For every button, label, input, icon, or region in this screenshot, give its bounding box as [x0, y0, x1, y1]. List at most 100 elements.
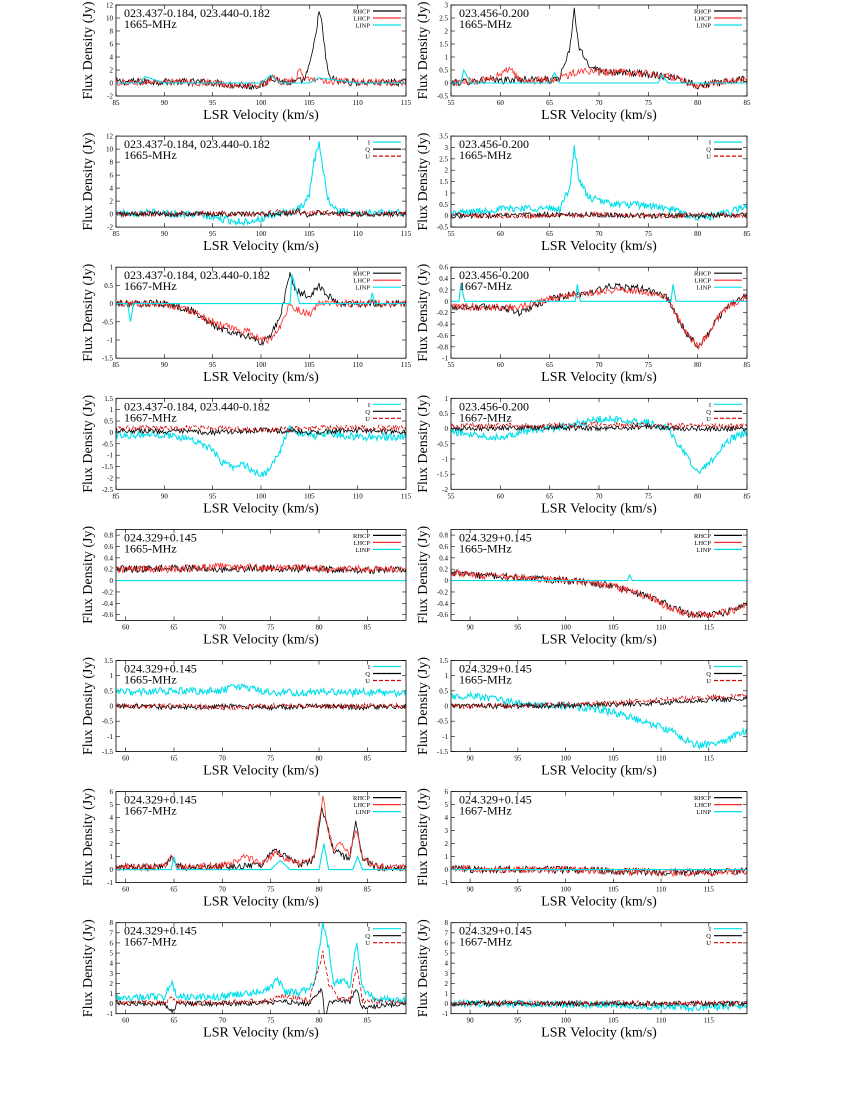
y-tick-label: 3 [110, 970, 114, 978]
source-label: 024.329+0.145 [124, 662, 197, 676]
x-tick-label: 90 [161, 230, 169, 238]
series-LINP [116, 843, 406, 871]
y-axis-label: Flux Density (Jy) [81, 919, 96, 1017]
traces [116, 562, 406, 582]
series-RHCP [451, 282, 747, 349]
frequency-label: 1665-MHz [459, 17, 512, 31]
x-tick-label: 100 [560, 755, 571, 763]
x-axis-label: LSR Velocity (km/s) [541, 108, 657, 123]
panel-15: -1 0 1 2 3 4 5 6 7 8 60 65 70 75 80 85 LSR Velocity (km/… [81, 919, 407, 1041]
y-tick-label: -1 [107, 879, 113, 887]
plot-frame [450, 660, 748, 752]
legend-label: I [709, 926, 711, 933]
y-tick-label: 6 [445, 788, 449, 796]
y-tick-label: 0.5 [439, 687, 448, 695]
series-LINP [116, 274, 406, 322]
x-tick-label: 115 [401, 361, 412, 369]
x-tick-label: 95 [514, 623, 522, 631]
x-tick-label: 115 [704, 1017, 715, 1025]
x-tick-label: 110 [656, 623, 667, 631]
y-tick-label: 0.4 [104, 554, 113, 562]
series-I [116, 922, 406, 1006]
y-tick-label: 0 [445, 212, 449, 220]
y-tick-label: 0 [110, 703, 114, 711]
y-tick-label: 5 [110, 801, 114, 809]
y-tick-label: 8 [110, 159, 114, 167]
y-tick-label: 2 [110, 67, 114, 75]
legend-label: Q [365, 671, 370, 678]
x-tick-label: 60 [497, 230, 505, 238]
y-tick-label: -1.5 [437, 748, 449, 756]
series-LHCP [116, 795, 406, 872]
panel-9: -0.6 -0.4 -0.2 0 0.2 0.4 0.6 0.8 60 65 70 75 80 85 LSR… [81, 526, 407, 647]
plot-frame [450, 4, 748, 97]
y-tick-label: 2 [110, 980, 114, 988]
series-LHCP [451, 66, 747, 91]
frequency-label: 1665-MHz [124, 673, 177, 687]
frequency-label: 1667-MHz [124, 935, 177, 949]
legend-label: LINP [697, 285, 712, 292]
frequency-label: 1665-MHz [124, 17, 177, 31]
y-axis-label: Flux Density (Jy) [416, 657, 431, 755]
y-tick-label: 1 [445, 395, 449, 403]
series-U [451, 999, 747, 1008]
y-tick-label: 0.6 [439, 264, 448, 272]
frequency-label: 1665-MHz [124, 541, 177, 555]
x-axis-label: LSR Velocity (km/s) [203, 239, 319, 254]
series-U [116, 702, 406, 711]
y-tick-label: 6 [110, 939, 114, 947]
x-tick-label: 75 [267, 1017, 275, 1025]
x-tick-label: 105 [304, 230, 315, 238]
y-axis-label: Flux Density (Jy) [416, 263, 431, 361]
y-axis-label: Flux Density (Jy) [81, 657, 96, 755]
y-tick-label: 12 [106, 2, 114, 10]
x-tick-label: 65 [546, 492, 554, 500]
x-tick-label: 95 [514, 886, 522, 894]
legend-label: U [365, 154, 370, 161]
frequency-label: 1667-MHz [124, 804, 177, 818]
traces [116, 795, 406, 873]
series-LINP [116, 74, 406, 84]
y-tick-label: -1 [442, 355, 448, 363]
y-tick-label: -1.5 [102, 748, 114, 756]
panel-16: -1 0 1 2 3 4 5 6 7 8 90 95 100 105 110 115 LSR Velocity … [416, 919, 748, 1041]
y-tick-label: -1 [442, 879, 448, 887]
frequency-label: 1667-MHz [459, 804, 512, 818]
x-tick-label: 110 [353, 230, 364, 238]
y-tick-label: -0.2 [102, 588, 114, 596]
plot-frame [450, 266, 748, 359]
x-tick-label: 75 [267, 623, 275, 631]
traces [451, 282, 747, 350]
x-axis-label: LSR Velocity (km/s) [541, 632, 657, 647]
frequency-label: 1667-MHz [459, 410, 512, 424]
x-tick-label: 95 [209, 230, 217, 238]
y-axis-label: Flux Density (Jy) [416, 526, 431, 624]
series-U [116, 208, 406, 218]
frequency-label: 1667-MHz [459, 279, 512, 293]
traces [116, 922, 406, 1014]
y-axis-label: Flux Density (Jy) [416, 394, 431, 492]
y-axis-label: Flux Density (Jy) [416, 919, 431, 1017]
x-tick-label: 100 [560, 886, 571, 894]
y-tick-label: 0.4 [439, 275, 448, 283]
traces [451, 690, 747, 750]
x-tick-label: 80 [316, 755, 324, 763]
series-Q [451, 694, 747, 710]
y-axis-label: Flux Density (Jy) [416, 132, 431, 230]
x-tick-label: 70 [596, 99, 604, 107]
y-tick-label: 0.5 [439, 201, 448, 209]
x-axis-label: LSR Velocity (km/s) [541, 764, 657, 779]
x-tick-label: 95 [514, 755, 522, 763]
y-axis-label: Flux Density (Jy) [81, 1, 96, 99]
legend-label: RHCP [694, 795, 711, 802]
legend-label: LINP [697, 547, 712, 554]
legend-label: I [709, 140, 711, 147]
y-tick-label: 2.5 [439, 15, 448, 23]
x-tick-label: 100 [256, 492, 267, 500]
legend-label: Q [706, 409, 711, 416]
legend-label: U [365, 416, 370, 423]
x-tick-label: 110 [656, 1017, 667, 1025]
y-tick-label: 0.4 [439, 554, 448, 562]
frequency-label: 1665-MHz [459, 148, 512, 162]
legend-label: RHCP [694, 271, 711, 278]
